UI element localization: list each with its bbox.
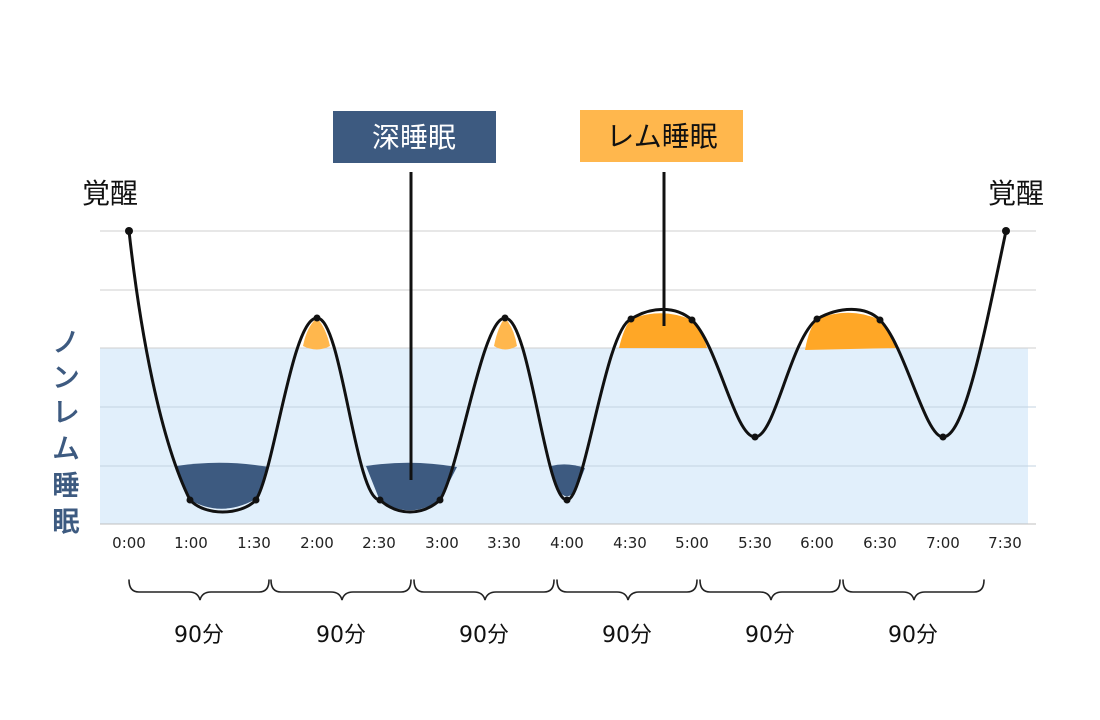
non-rem-char: ノ: [53, 328, 80, 359]
cycle-labels: 90分 90分 90分 90分 90分 90分: [174, 623, 938, 648]
x-tick-label: 3:30: [487, 534, 521, 552]
non-rem-char: レ: [53, 398, 80, 429]
cycle-brace: [270, 579, 412, 601]
curve-point: [563, 496, 571, 504]
non-rem-char: 睡: [53, 471, 80, 502]
deep-sleep-label-box: [333, 111, 496, 163]
non-rem-char: ン: [53, 363, 80, 394]
x-tick-label: 4:00: [550, 534, 584, 552]
x-tick-label: 2:00: [300, 534, 334, 552]
cycle-brace: [842, 579, 985, 601]
cycle-label: 90分: [602, 623, 652, 648]
x-tick-label: 0:00: [112, 534, 146, 552]
x-tick-label: 1:00: [174, 534, 208, 552]
rem-sleep-area: [619, 313, 707, 348]
curve-point: [688, 316, 696, 324]
deep-sleep-area: [176, 462, 269, 509]
curve-point: [876, 316, 884, 324]
x-tick-label: 5:30: [738, 534, 772, 552]
rem-sleep-areas: [303, 312, 898, 350]
non-rem-label: ノ ン レ ム 睡 眠: [53, 328, 80, 538]
curve-points: [125, 227, 1010, 504]
cycle-brace: [413, 579, 555, 601]
cycle-brace: [699, 579, 841, 601]
curve-point: [436, 496, 444, 504]
curve-point: [627, 315, 635, 323]
curve-point: [125, 227, 133, 235]
deep-sleep-label: 深睡眠: [372, 121, 456, 154]
x-tick-label: 1:30: [237, 534, 271, 552]
x-tick-label: 5:00: [675, 534, 709, 552]
x-tick-label: 4:30: [613, 534, 647, 552]
rem-sleep-area: [303, 318, 330, 350]
cycle-label: 90分: [316, 623, 366, 648]
x-tick-label: 7:00: [926, 534, 960, 552]
x-tick-label: 2:30: [362, 534, 396, 552]
cycle-label: 90分: [174, 623, 224, 648]
rem-sleep-area: [494, 318, 517, 350]
x-tick-label: 6:30: [863, 534, 897, 552]
cycle-braces: [128, 579, 985, 601]
cycle-label: 90分: [459, 623, 509, 648]
gridlines: [100, 230, 1036, 525]
x-tick-label: 6:00: [800, 534, 834, 552]
rem-sleep-callout: レム睡眠: [580, 110, 743, 326]
wake-label-left: 覚醒: [82, 177, 138, 210]
sleep-curve: [127, 230, 1008, 514]
curve-point: [813, 315, 821, 323]
curve-point: [751, 433, 759, 441]
x-axis-ticks: 0:00 1:00 1:30 2:00 2:30 3:00 3:30 4:00 …: [112, 534, 1022, 552]
wake-label-right: 覚醒: [988, 177, 1044, 210]
deep-sleep-callout: 深睡眠: [333, 111, 496, 480]
curve-point: [252, 496, 260, 504]
curve-point: [1002, 227, 1010, 235]
curve-point: [376, 496, 384, 504]
curve-point: [186, 496, 194, 504]
non-rem-char: ム: [53, 434, 80, 465]
non-rem-char: 眠: [53, 507, 80, 538]
x-tick-label: 3:00: [425, 534, 459, 552]
rem-sleep-label-box: [580, 110, 743, 162]
curve-point: [501, 314, 509, 322]
deep-sleep-area: [366, 462, 457, 511]
rem-sleep-area: [805, 312, 898, 350]
x-tick-label: 7:30: [988, 534, 1022, 552]
rem-sleep-label: レム睡眠: [606, 120, 717, 153]
curve-point: [939, 433, 947, 441]
cycle-label: 90分: [745, 623, 795, 648]
cycle-brace: [128, 579, 270, 601]
cycle-label: 90分: [888, 623, 938, 648]
cycle-brace: [556, 579, 698, 601]
curve-point: [313, 314, 321, 322]
